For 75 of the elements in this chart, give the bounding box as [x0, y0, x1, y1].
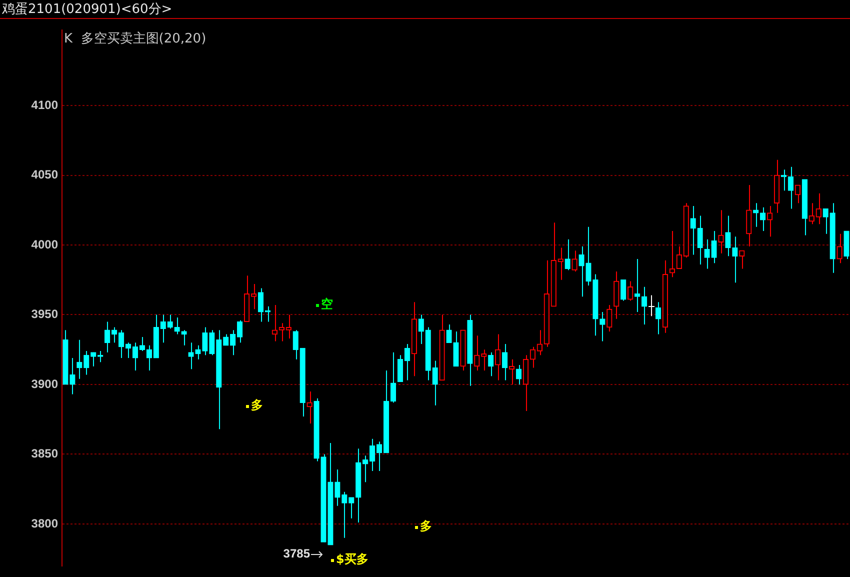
candlestick	[578, 246, 584, 298]
candlestick	[495, 334, 501, 381]
candlestick	[746, 184, 752, 247]
candlestick	[600, 311, 606, 342]
candlestick	[808, 202, 814, 225]
candlestick	[711, 230, 717, 264]
candlestick	[586, 226, 592, 286]
candlestick	[641, 286, 648, 325]
candlestick	[558, 247, 564, 280]
candlestick	[446, 324, 452, 344]
candlestick	[195, 344, 201, 360]
annotation: 多	[420, 519, 432, 534]
candlestick	[606, 304, 612, 332]
candlestick	[188, 342, 194, 370]
y-tick-label: 3950	[31, 307, 58, 322]
candlestick	[816, 192, 822, 225]
candlestick	[160, 314, 166, 344]
candlestick	[202, 326, 208, 356]
candlestick	[90, 352, 96, 367]
candlestick	[614, 271, 620, 320]
candlestick	[481, 349, 487, 372]
candlestick	[697, 215, 703, 266]
candlestick	[690, 205, 696, 256]
candlestick	[516, 364, 522, 385]
candlestick	[836, 233, 842, 264]
chart-subtitle: K 多空买卖主图(20,20)	[64, 30, 206, 47]
candlestick	[174, 317, 180, 335]
candlestick	[508, 358, 515, 385]
y-tick-label: 3900	[31, 376, 58, 391]
candlestick	[70, 357, 76, 395]
candlestick	[704, 238, 710, 270]
candlestick	[76, 339, 82, 380]
y-tick-label: 4100	[31, 98, 58, 112]
candlestick	[286, 314, 292, 339]
candlestick	[292, 330, 298, 360]
candlestick	[844, 230, 850, 260]
candlestick	[628, 280, 634, 302]
candlestick	[732, 236, 738, 284]
candlestick	[209, 330, 215, 356]
candlestick	[84, 350, 90, 376]
candlestick	[167, 314, 173, 330]
candlestick	[334, 469, 340, 506]
candlestick	[342, 491, 348, 538]
candlestick	[474, 335, 480, 372]
candlestick	[620, 279, 626, 302]
candlestick	[348, 496, 354, 519]
candlestick	[278, 322, 284, 342]
candlestick	[766, 205, 773, 238]
candlestick	[794, 184, 801, 204]
candlestick	[453, 330, 459, 367]
candlestick	[432, 360, 438, 406]
candlestick	[655, 302, 662, 335]
y-tick-label: 3800	[31, 516, 58, 530]
candlestick	[181, 330, 187, 346]
candlestick	[306, 390, 312, 424]
y-tick-label: 4000	[31, 237, 58, 252]
candlestick	[634, 258, 640, 312]
y-tick-label: 3850	[31, 446, 58, 461]
annotation: $买多	[336, 552, 368, 566]
annotation: 空	[321, 297, 333, 312]
y-tick-label: 4050	[31, 168, 58, 182]
candlestick	[822, 208, 828, 234]
candlestick	[564, 238, 570, 271]
annotation: 多	[251, 398, 263, 412]
candlestick	[648, 294, 655, 317]
candlestick	[725, 215, 731, 257]
candlestick	[760, 206, 766, 232]
candlestick	[502, 344, 508, 381]
candlestick	[488, 352, 494, 377]
candlestick	[572, 250, 578, 272]
chart-title: 鸡蛋2101(020901)<60分>	[0, 0, 850, 19]
candlestick	[418, 314, 424, 345]
annotation: 3785	[283, 546, 310, 560]
candlestick	[718, 210, 724, 254]
candlestick	[739, 250, 745, 270]
